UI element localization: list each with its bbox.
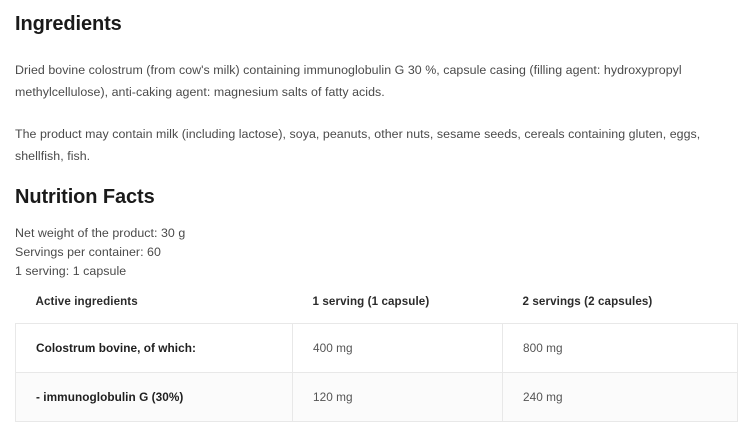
nutrition-facts-heading: Nutrition Facts <box>15 186 155 208</box>
nutrition-table: Active ingredients 1 serving (1 capsule)… <box>15 295 738 422</box>
nutrition-facts-list: Net weight of the product: 30 g Servings… <box>15 224 741 281</box>
cell-ingredient-name: - immunoglobulin G (30%) <box>15 372 293 422</box>
column-header-one-serving: 1 serving (1 capsule) <box>312 295 430 308</box>
cell-two-servings-amount: 800 mg <box>502 323 738 373</box>
fact-servings-per-container: Servings per container: 60 <box>15 245 161 259</box>
ingredients-paragraph: Dried bovine colostrum (from cow's milk)… <box>15 63 682 99</box>
nutrition-table-container: Active ingredients 1 serving (1 capsule)… <box>15 295 741 422</box>
table-row: Colostrum bovine, of which: 400 mg 800 m… <box>15 323 738 373</box>
fact-serving-size: 1 serving: 1 capsule <box>15 264 127 278</box>
cell-two-servings-amount: 240 mg <box>502 372 738 422</box>
column-header-active-ingredients: Active ingredients <box>35 295 138 308</box>
table-body: Colostrum bovine, of which: 400 mg 800 m… <box>15 323 738 422</box>
cell-ingredient-name: Colostrum bovine, of which: <box>15 323 293 373</box>
column-header-two-servings: 2 servings (2 capsules) <box>522 295 653 308</box>
table-header: Active ingredients 1 serving (1 capsule)… <box>16 295 738 324</box>
ingredients-heading: Ingredients <box>15 13 122 35</box>
fact-net-weight: Net weight of the product: 30 g <box>15 226 186 240</box>
allergens-paragraph: The product may contain milk (including … <box>15 127 701 163</box>
table-row: - immunoglobulin G (30%) 120 mg 240 mg <box>15 372 738 422</box>
table-header-row: Active ingredients 1 serving (1 capsule)… <box>16 295 738 324</box>
cell-one-serving-amount: 400 mg <box>292 323 503 373</box>
cell-one-serving-amount: 120 mg <box>292 372 503 422</box>
